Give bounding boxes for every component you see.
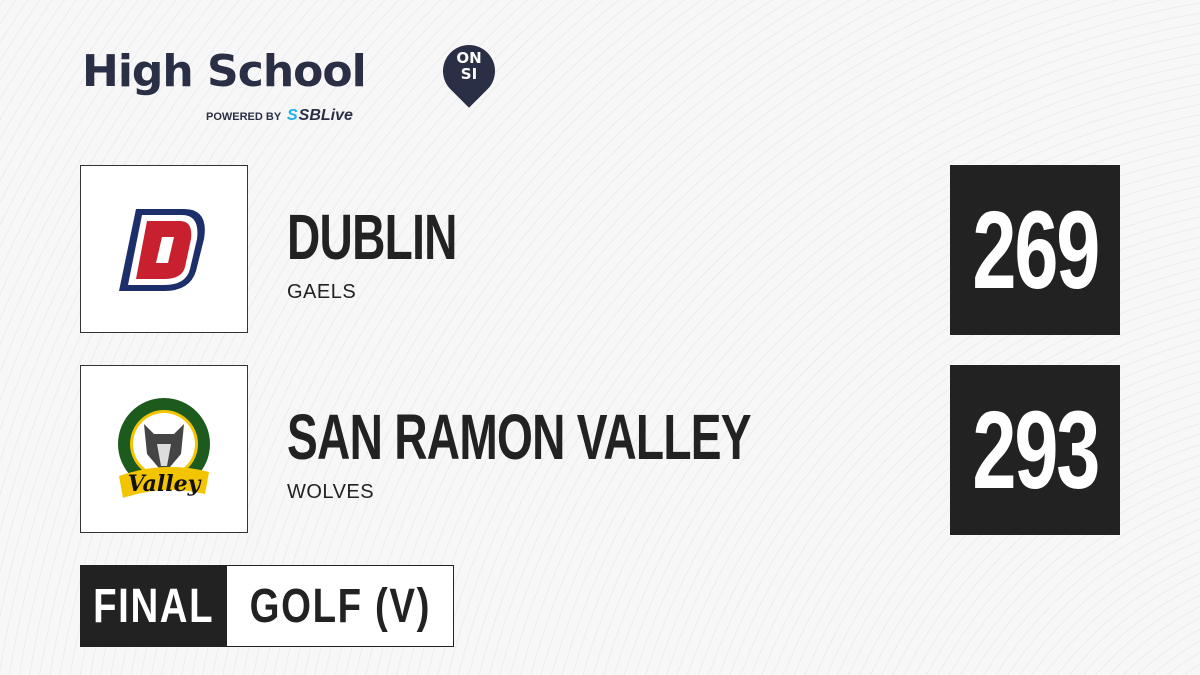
team-logo-dublin (80, 165, 248, 333)
status-label: FINAL (93, 579, 215, 633)
sport-badge: GOLF (V) (227, 566, 453, 646)
svg-text:Valley: Valley (128, 471, 203, 497)
sblive-logo: SSBLive (287, 107, 353, 125)
dublin-d-logo-icon (119, 209, 205, 291)
score-value: 269 (972, 188, 1100, 312)
sport-label: GOLF (V) (249, 579, 431, 633)
on-si-badge: ON SI (443, 50, 495, 82)
team-score: 269 (950, 165, 1120, 335)
score-value: 293 (972, 388, 1100, 512)
team-name: SAN RAMON VALLEY (287, 401, 752, 473)
powered-by-label: POWERED BY (206, 111, 282, 123)
brand-title: High School (82, 46, 367, 97)
team-logo-san-ramon-valley: Valley (80, 365, 248, 533)
team-mascot: GAELS (287, 281, 357, 303)
badge-top: ON (456, 49, 482, 67)
badge-bottom: SI (460, 65, 478, 83)
game-status-bar: FINAL GOLF (V) (80, 565, 454, 647)
sblive-mark: S (287, 107, 298, 124)
final-badge: FINAL (81, 566, 227, 646)
team-mascot: WOLVES (287, 481, 375, 503)
team-score: 293 (950, 365, 1120, 535)
sblive-name: SBLive (298, 107, 353, 124)
team-name: DUBLIN (287, 201, 457, 273)
wolf-logo-icon: Valley (118, 398, 210, 498)
